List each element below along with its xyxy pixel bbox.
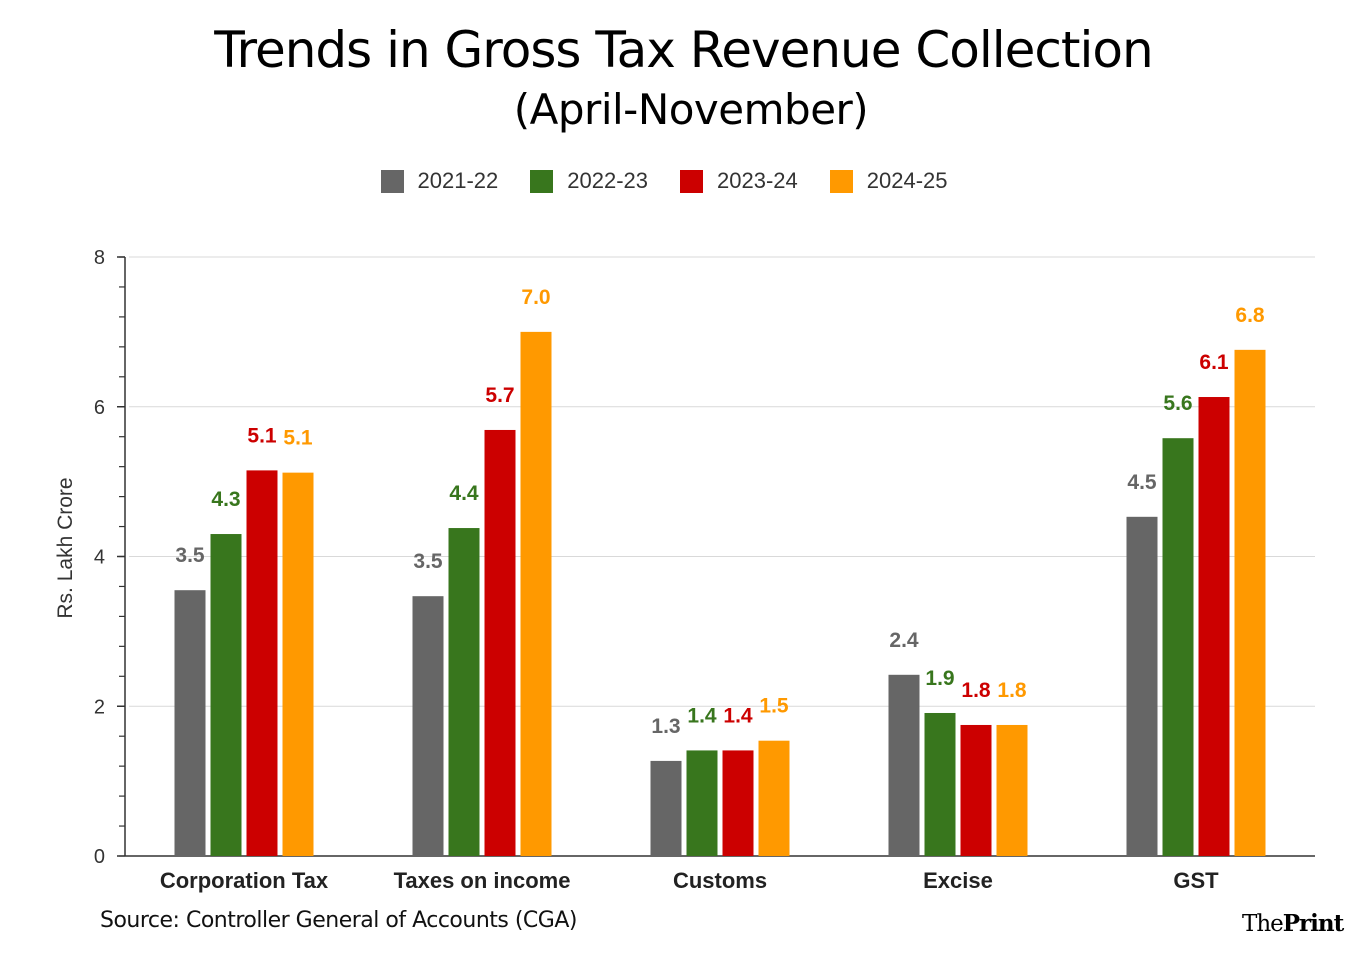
legend-item-2023-24: 2023-24 bbox=[680, 168, 798, 194]
bar-2023-24-gst bbox=[1198, 397, 1230, 856]
data-label: 1.3 bbox=[651, 715, 680, 738]
bar-2022-23-corporation-tax bbox=[210, 534, 242, 856]
bar-2022-23-excise bbox=[924, 712, 956, 856]
data-label: 1.4 bbox=[687, 704, 717, 727]
data-label: 3.5 bbox=[413, 550, 443, 573]
source-note: Source: Controller General of Accounts (… bbox=[100, 908, 577, 933]
y-tick-label: 8 bbox=[94, 247, 105, 269]
brand-the: The bbox=[1242, 911, 1284, 937]
y-tick-label: 0 bbox=[94, 846, 105, 868]
bar-2024-25-corporation-tax bbox=[282, 472, 314, 856]
legend: 2021-22 2022-23 2023-24 2024-25 bbox=[0, 168, 1328, 194]
bar-2021-22-corporation-tax bbox=[174, 590, 206, 856]
legend-item-2024-25: 2024-25 bbox=[829, 168, 948, 194]
y-tick-label: 4 bbox=[94, 547, 105, 569]
bar-2024-25-customs bbox=[758, 740, 790, 856]
legend-label-2021-22: 2021-22 bbox=[417, 168, 499, 193]
legend-label-2024-25: 2024-25 bbox=[866, 168, 948, 193]
bar-2023-24-corporation-tax bbox=[246, 470, 278, 856]
bar-2023-24-customs bbox=[722, 750, 754, 856]
bar-2023-24-excise bbox=[960, 724, 992, 856]
x-category-label: Customs bbox=[673, 868, 767, 893]
bar-2021-22-taxes-on-income bbox=[412, 596, 444, 856]
data-label: 7.0 bbox=[521, 286, 550, 309]
data-label: 1.8 bbox=[997, 679, 1027, 702]
data-label: 1.9 bbox=[925, 667, 954, 690]
bar-2024-25-gst bbox=[1234, 349, 1266, 856]
data-label: 5.1 bbox=[247, 424, 277, 447]
legend-item-2021-22: 2021-22 bbox=[380, 168, 499, 194]
bar-2021-22-customs bbox=[650, 760, 682, 856]
brand-print: Print bbox=[1282, 910, 1344, 937]
data-label: 4.5 bbox=[1127, 471, 1157, 494]
legend-swatch-2023-24 bbox=[680, 169, 703, 193]
bar-2021-22-gst bbox=[1126, 516, 1158, 856]
x-category-label: Excise bbox=[923, 868, 993, 893]
data-label: 5.7 bbox=[485, 384, 514, 407]
data-label: 5.1 bbox=[283, 427, 313, 450]
bar-2022-23-customs bbox=[686, 750, 718, 856]
bar-2024-25-taxes-on-income bbox=[520, 331, 552, 856]
bar-2022-23-gst bbox=[1162, 438, 1194, 856]
legend-swatch-2024-25 bbox=[829, 169, 853, 193]
chart-subtitle: (April-November) bbox=[513, 85, 869, 134]
data-label: 1.8 bbox=[961, 679, 991, 702]
data-label: 4.3 bbox=[211, 488, 240, 511]
legend-label-2023-24: 2023-24 bbox=[717, 168, 798, 193]
y-axis-label: Rs. Lakh Crore bbox=[54, 477, 77, 618]
chart-title: Trends in Gross Tax Revenue Collection bbox=[214, 21, 1153, 79]
data-label: 6.1 bbox=[1199, 351, 1229, 374]
data-label: 1.5 bbox=[759, 695, 789, 718]
bar-2024-25-excise bbox=[996, 724, 1028, 856]
legend-swatch-2021-22 bbox=[380, 169, 404, 193]
legend-swatch-2022-23 bbox=[530, 169, 554, 193]
bar-2023-24-taxes-on-income bbox=[484, 429, 516, 856]
y-tick-label: 6 bbox=[94, 397, 105, 419]
data-label: 5.6 bbox=[1163, 392, 1192, 415]
bar-2021-22-excise bbox=[888, 674, 920, 856]
data-label: 2.4 bbox=[889, 629, 919, 652]
data-label: 1.4 bbox=[723, 704, 753, 727]
theprint-logo: ThePrint bbox=[1242, 910, 1344, 937]
bar-2022-23-taxes-on-income bbox=[448, 528, 480, 856]
legend-item-2022-23: 2022-23 bbox=[530, 168, 648, 194]
data-label: 4.4 bbox=[449, 482, 479, 505]
x-category-label: GST bbox=[1173, 868, 1219, 893]
x-category-label: Corporation Tax bbox=[160, 868, 329, 893]
data-label: 3.5 bbox=[175, 544, 205, 567]
x-category-label: Taxes on income bbox=[394, 868, 571, 893]
data-label: 6.8 bbox=[1235, 304, 1265, 327]
y-tick-label: 2 bbox=[94, 696, 105, 718]
legend-label-2022-23: 2022-23 bbox=[567, 168, 648, 193]
